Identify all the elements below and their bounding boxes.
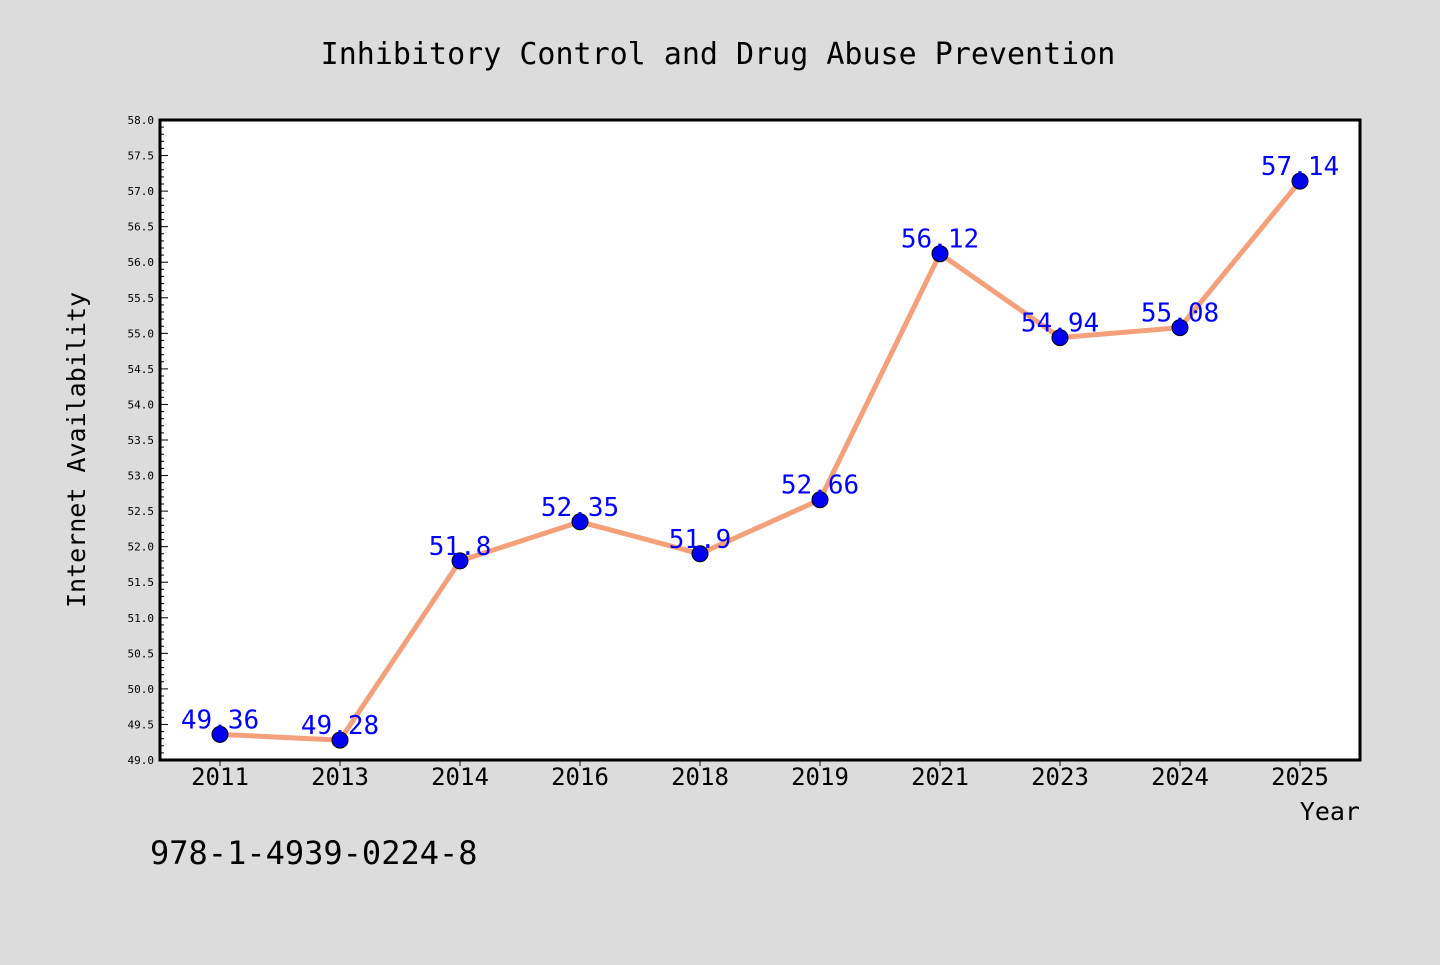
plot-area [158,118,1362,762]
y-axis: 49.0 49.5 50.0 50.5 51.0 51.5 52.0 52.5 53.0 53.5… [128,114,168,767]
y-tick-label: 50.0 [128,683,155,696]
y-tick-label: 50.5 [128,647,155,660]
y-tick-label: 55.5 [128,292,155,305]
x-axis: 2011 2013 2014 2016 2018 2019 2021 2023 2024 2025 [191,760,1329,791]
data-label: 56.12 [901,225,979,255]
y-tick-label: 52.5 [128,505,155,518]
x-tick-label: 2021 [911,763,969,791]
y-tick-label: 58.0 [128,114,155,127]
y-tick-label: 56.5 [128,221,155,234]
data-label: 51.9 [669,525,732,555]
data-label: 49.28 [301,711,379,741]
x-tick-label: 2011 [191,763,249,791]
data-point [571,513,589,531]
y-tick-label: 49.5 [128,718,155,731]
data-point [331,731,349,749]
y-tick-label: 55.0 [128,327,155,340]
data-label: 54.94 [1021,309,1099,339]
y-tick-label: 54.5 [128,363,155,376]
data-point [1171,319,1189,337]
series-group: 49.36 49.28 51.8 52.35 51.9 52.66 56.12 54.94 55… [181,152,1339,749]
data-point [211,725,229,743]
y-tick-label: 49.0 [128,754,155,767]
x-tick-label: 2016 [551,763,609,791]
data-point [1291,172,1309,190]
data-point [1051,329,1069,347]
x-tick-label: 2018 [671,763,729,791]
y-tick-label: 51.0 [128,612,155,625]
y-tick-label: 52.0 [128,541,155,554]
data-point [451,552,469,570]
data-label: 49.36 [181,705,259,735]
annotation-text: 978-1-4939-0224-8 [150,834,478,872]
data-label: 51.8 [429,532,492,562]
data-point [811,491,829,509]
y-axis-label: Internet Availability [62,292,91,608]
x-tick-label: 2019 [791,763,849,791]
x-axis-label: Year [1300,797,1360,826]
x-tick-label: 2014 [431,763,489,791]
y-tick-label: 54.0 [128,398,155,411]
x-tick-label: 2023 [1031,763,1089,791]
chart-title: Inhibitory Control and Drug Abuse Preven… [321,37,1116,72]
data-label: 52.35 [541,493,619,523]
data-label: 57.14 [1261,152,1339,182]
data-label: 55.08 [1141,299,1219,329]
y-tick-label: 53.5 [128,434,155,447]
y-tick-label: 57.5 [128,150,155,163]
x-tick-label: 2013 [311,763,369,791]
y-tick-label: 53.0 [128,470,155,483]
x-tick-label: 2025 [1271,763,1329,791]
series-line [217,178,1303,743]
data-point [691,545,709,563]
y-tick-label: 57.0 [128,185,155,198]
y-tick-label: 51.5 [128,576,155,589]
data-point [931,245,949,263]
y-tick-label: 56.0 [128,256,155,269]
x-tick-label: 2024 [1151,763,1209,791]
data-label: 52.66 [781,471,859,501]
